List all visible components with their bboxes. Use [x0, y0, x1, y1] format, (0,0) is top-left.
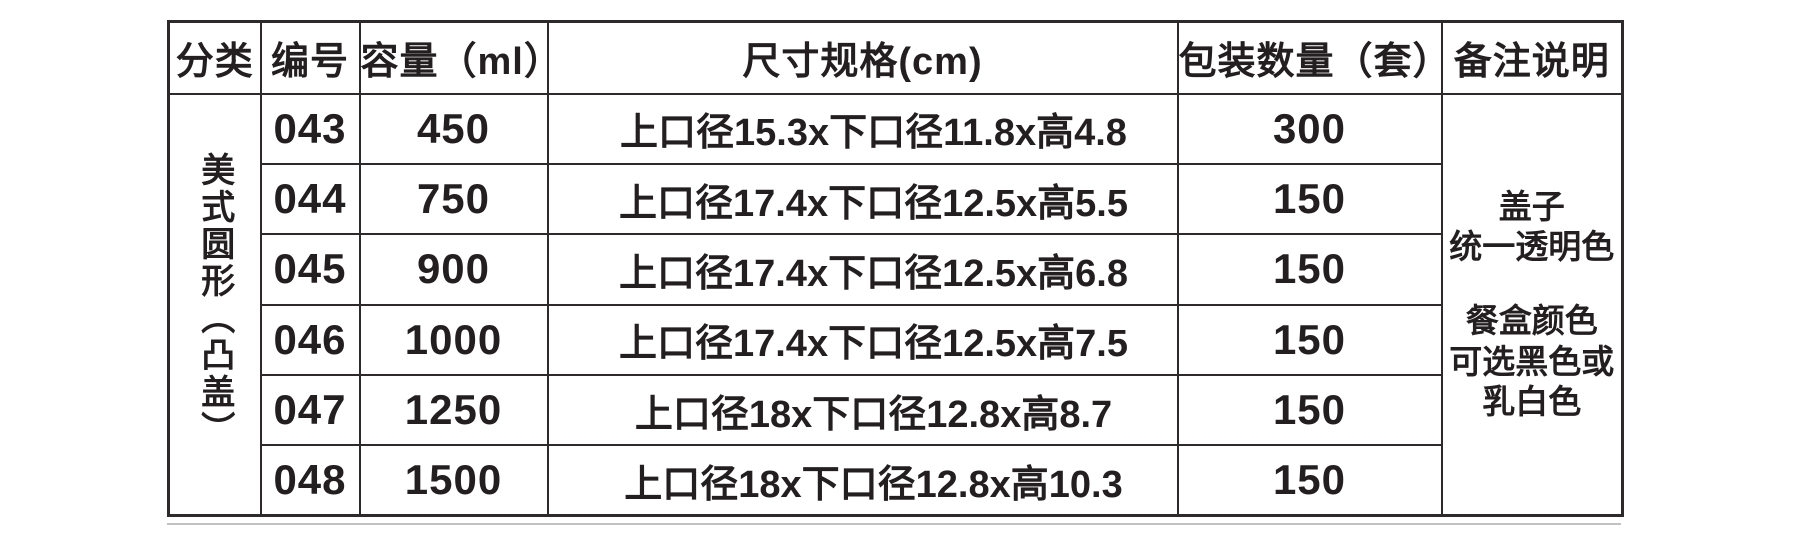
header-qty: 包装数量（套） [1176, 20, 1443, 95]
size-cell: 上口径18x下口径12.8x高8.7 [546, 373, 1179, 447]
table-row: 046 1000 上口径17.4x下口径12.5x高7.5 150 [169, 303, 1623, 376]
remarks-line: 统一透明色 [1449, 228, 1615, 266]
qty-cell: 150 [1176, 303, 1443, 376]
capacity-cell: 750 [358, 163, 549, 236]
code-cell: 048 [259, 444, 361, 517]
table-bottom-shadow-line [167, 523, 1621, 525]
category-vertical-label: 美式圆形（凸盖） [195, 151, 234, 448]
capacity-cell: 900 [358, 233, 549, 306]
code-cell: 043 [259, 92, 361, 166]
product-spec-table: 分类 编号 容量（ml） 尺寸规格(cm) 包装数量（套） 备注说明 美式圆形（… [167, 20, 1624, 517]
size-cell: 上口径17.4x下口径12.5x高6.8 [546, 233, 1179, 306]
remarks-block-box-color: 餐盒颜色 可选黑色或 乳白色 [1447, 301, 1618, 422]
qty-cell: 150 [1176, 373, 1443, 447]
capacity-cell: 1000 [358, 303, 549, 376]
qty-cell: 150 [1176, 233, 1443, 306]
remarks-line: 乳白色 [1482, 382, 1582, 420]
size-cell: 上口径17.4x下口径12.5x高7.5 [546, 303, 1179, 376]
header-size: 尺寸规格(cm) [546, 20, 1179, 95]
product-spec-table-wrap: 分类 编号 容量（ml） 尺寸规格(cm) 包装数量（套） 备注说明 美式圆形（… [167, 20, 1624, 517]
capacity-cell: 1500 [358, 444, 549, 517]
table-row: 045 900 上口径17.4x下口径12.5x高6.8 150 [169, 233, 1623, 306]
code-cell: 046 [259, 303, 361, 376]
table-row: 美式圆形（凸盖） 043 450 上口径15.3x下口径11.8x高4.8 30… [167, 92, 1624, 517]
capacity-cell: 1250 [358, 373, 549, 447]
header-capacity: 容量（ml） [358, 20, 549, 95]
code-cell: 047 [259, 373, 361, 447]
table-row: 044 750 上口径17.4x下口径12.5x高5.5 150 [169, 163, 1623, 236]
remarks-cell: 盖子 统一透明色 餐盒颜色 可选黑色或 乳白色 [1440, 92, 1624, 517]
remarks-line: 餐盒颜色 [1465, 302, 1598, 340]
table-row: 047 1250 上口径18x下口径12.8x高8.7 150 [169, 373, 1623, 447]
qty-cell: 150 [1176, 444, 1443, 517]
remarks-line: 盖子 [1498, 187, 1565, 225]
code-cell: 045 [259, 233, 361, 306]
header-remarks: 备注说明 [1440, 20, 1624, 95]
code-cell: 044 [259, 163, 361, 236]
qty-cell: 300 [1176, 92, 1443, 166]
size-cell: 上口径17.4x下口径12.5x高5.5 [546, 163, 1179, 236]
table-row: 048 1500 上口径18x下口径12.8x高10.3 150 [169, 444, 1623, 517]
size-cell: 上口径15.3x下口径11.8x高4.8 [546, 92, 1179, 166]
qty-cell: 150 [1176, 163, 1443, 236]
remarks-block-lid: 盖子 统一透明色 [1447, 187, 1618, 268]
header-row: 分类 编号 容量（ml） 尺寸规格(cm) 包装数量（套） 备注说明 [167, 20, 1624, 95]
capacity-cell: 450 [358, 92, 549, 166]
header-code: 编号 [259, 20, 361, 95]
size-cell: 上口径18x下口径12.8x高10.3 [546, 444, 1179, 517]
category-cell: 美式圆形（凸盖） [167, 92, 262, 517]
remarks-line: 可选黑色或 [1449, 342, 1615, 380]
header-category: 分类 [167, 20, 262, 95]
